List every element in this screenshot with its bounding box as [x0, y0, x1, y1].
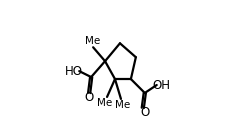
Text: Me: Me: [84, 36, 100, 46]
Text: OH: OH: [153, 79, 171, 91]
Text: O: O: [140, 106, 149, 119]
Text: HO: HO: [65, 65, 83, 78]
Text: O: O: [84, 91, 94, 104]
Text: Me: Me: [97, 98, 113, 108]
Text: Me: Me: [115, 100, 131, 110]
